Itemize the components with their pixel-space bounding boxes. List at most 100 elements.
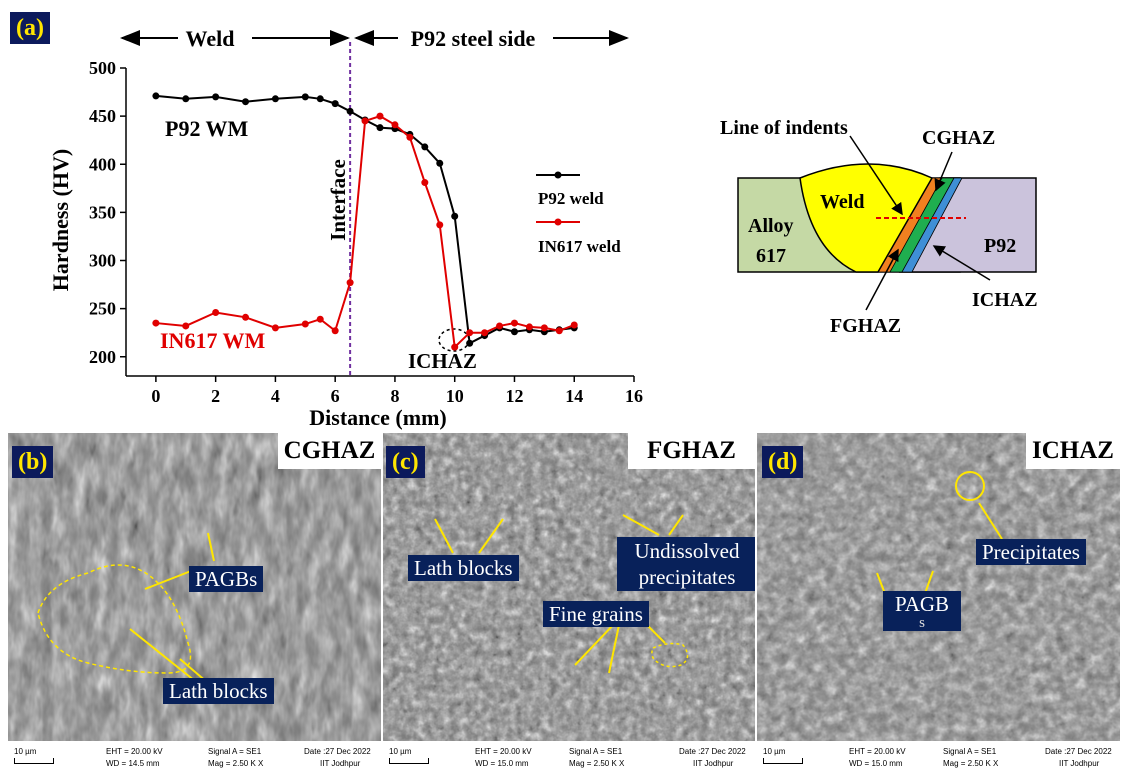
data-point-in617 bbox=[525, 323, 533, 331]
fghaz-title: FGHAZ bbox=[628, 433, 755, 469]
pagbs-label: PAGBs bbox=[189, 566, 264, 592]
x-tick-label: 6 bbox=[331, 386, 340, 406]
wd-c: WD = 15.0 mm bbox=[475, 759, 529, 768]
pagbs-label-d: PAGB s bbox=[883, 591, 961, 631]
sem-image-ichaz: ICHAZ Precipitates PAGB s bbox=[757, 433, 1120, 741]
y-tick-label: 200 bbox=[89, 347, 116, 367]
ichaz-chart-label: ICHAZ bbox=[408, 349, 477, 373]
y-tick-label: 400 bbox=[89, 154, 116, 174]
data-point-in617 bbox=[406, 133, 414, 141]
line-of-indents-label: Line of indents bbox=[720, 117, 848, 139]
sem-image-fghaz: FGHAZ Lath blocks Undissolved precipitat… bbox=[383, 433, 755, 741]
in617-wm-label: IN617 WM bbox=[160, 328, 266, 353]
data-point-in617 bbox=[436, 221, 444, 229]
pagb-line: PAGB bbox=[894, 592, 950, 616]
data-point-in617 bbox=[331, 327, 339, 335]
y-tick-label: 350 bbox=[89, 202, 116, 222]
pagb-outline bbox=[37, 564, 192, 674]
lath-blocks-label-c: Lath blocks bbox=[408, 555, 519, 581]
inst-b: IIT Jodhpur bbox=[320, 759, 361, 768]
data-point-in617 bbox=[540, 324, 548, 332]
inst-d: IIT Jodhpur bbox=[1059, 759, 1100, 768]
inst-c: IIT Jodhpur bbox=[693, 759, 734, 768]
precipitates-line: precipitates bbox=[638, 565, 736, 589]
panel-d-tag: (d) bbox=[762, 446, 804, 478]
p92-schematic-label: P92 bbox=[984, 235, 1016, 257]
data-point-in617 bbox=[421, 179, 429, 187]
data-point-in617 bbox=[376, 112, 384, 120]
eht-d: EHT = 20.00 kV bbox=[849, 747, 906, 756]
legend-in617-marker bbox=[554, 218, 562, 226]
data-point-p92 bbox=[316, 95, 324, 103]
data-point-in617 bbox=[346, 279, 354, 287]
data-point-in617 bbox=[361, 117, 369, 125]
panel-c-tag: (c) bbox=[386, 446, 425, 478]
mag-c: Mag = 2.50 K X bbox=[569, 759, 625, 768]
y-tick-label: 300 bbox=[89, 251, 116, 271]
data-point-in617 bbox=[212, 308, 220, 316]
scale-bar-d bbox=[763, 758, 803, 764]
sem-footer-d: 10 µm EHT = 20.00 kV WD = 15.0 mm Signal… bbox=[757, 741, 1120, 775]
data-point-p92 bbox=[451, 212, 459, 220]
mag-b: Mag = 2.50 K X bbox=[208, 759, 264, 768]
wd-b: WD = 14.5 mm bbox=[106, 759, 160, 768]
data-point-p92 bbox=[301, 93, 309, 101]
data-point-in617 bbox=[316, 315, 324, 323]
hardness-chart: Weld P92 steel side 0 2 4 6 8 10 12 14 16 200 250 3… bbox=[48, 26, 643, 430]
data-point-in617 bbox=[242, 313, 250, 321]
legend-in617-label: IN617 weld bbox=[538, 237, 621, 256]
alloy-label: Alloy bbox=[748, 215, 794, 237]
p92-wm-label: P92 WM bbox=[165, 116, 249, 141]
eht-c: EHT = 20.00 kV bbox=[475, 747, 532, 756]
legend-p92-marker bbox=[554, 171, 562, 179]
signal-b: Signal A = SE1 bbox=[208, 747, 262, 756]
data-point-in617 bbox=[182, 322, 190, 330]
scale-text-b: 10 µm bbox=[14, 747, 37, 756]
alloy-number-label: 617 bbox=[756, 245, 786, 267]
fine-grains-label: Fine grains bbox=[543, 601, 649, 627]
date-d: Date :27 Dec 2022 bbox=[1045, 747, 1112, 756]
data-point-p92 bbox=[331, 100, 339, 108]
y-axis-label: Hardness (HV) bbox=[48, 149, 73, 291]
data-point-p92 bbox=[212, 93, 220, 101]
data-point-in617 bbox=[271, 324, 279, 332]
data-point-in617 bbox=[481, 329, 489, 337]
y-tick-label: 250 bbox=[89, 299, 116, 319]
data-point-p92 bbox=[376, 124, 384, 132]
x-tick-label: 4 bbox=[271, 386, 280, 406]
panel-a-tag: (a) bbox=[10, 12, 50, 44]
undissolved-precipitates-label: Undissolved precipitates bbox=[617, 537, 755, 591]
date-b: Date :27 Dec 2022 bbox=[304, 747, 371, 756]
data-point-p92 bbox=[242, 98, 250, 106]
weld-pool bbox=[799, 163, 934, 273]
data-point-in617 bbox=[510, 319, 518, 327]
ichaz-pointer bbox=[932, 245, 991, 281]
data-point-p92 bbox=[346, 107, 354, 115]
x-axis-label: Distance (mm) bbox=[309, 405, 446, 430]
data-point-in617 bbox=[451, 343, 459, 351]
legend: P92 weld IN617 weld bbox=[536, 171, 621, 256]
scale-bar-b bbox=[14, 758, 54, 764]
ichaz-title: ICHAZ bbox=[1026, 433, 1120, 469]
data-point-p92 bbox=[510, 328, 518, 336]
data-point-in617 bbox=[301, 320, 309, 328]
undissolved-line: Undissolved bbox=[634, 539, 740, 563]
data-point-p92 bbox=[271, 95, 279, 103]
weld-region-label: Weld bbox=[186, 26, 235, 51]
indent-pointer bbox=[849, 135, 903, 216]
x-tick-label: 8 bbox=[390, 386, 399, 406]
sem-footer-b: 10 µm EHT = 20.00 kV WD = 14.5 mm Signal… bbox=[8, 741, 381, 775]
x-tick-label: 10 bbox=[446, 386, 464, 406]
signal-c: Signal A = SE1 bbox=[569, 747, 623, 756]
panel-b-tag: (b) bbox=[12, 446, 54, 478]
scale-text-c: 10 µm bbox=[389, 747, 412, 756]
y-tick-label: 500 bbox=[89, 58, 116, 78]
data-point-in617 bbox=[391, 121, 399, 129]
y-tick-label: 450 bbox=[89, 106, 116, 126]
data-point-p92 bbox=[421, 143, 429, 151]
precipitate-circle bbox=[955, 471, 985, 501]
wd-d: WD = 15.0 mm bbox=[849, 759, 903, 768]
weld-schematic: Line of indents CGHAZ Weld Alloy 617 P92… bbox=[720, 117, 1038, 337]
fine-grain-outline bbox=[651, 642, 689, 668]
date-c: Date :27 Dec 2022 bbox=[679, 747, 746, 756]
